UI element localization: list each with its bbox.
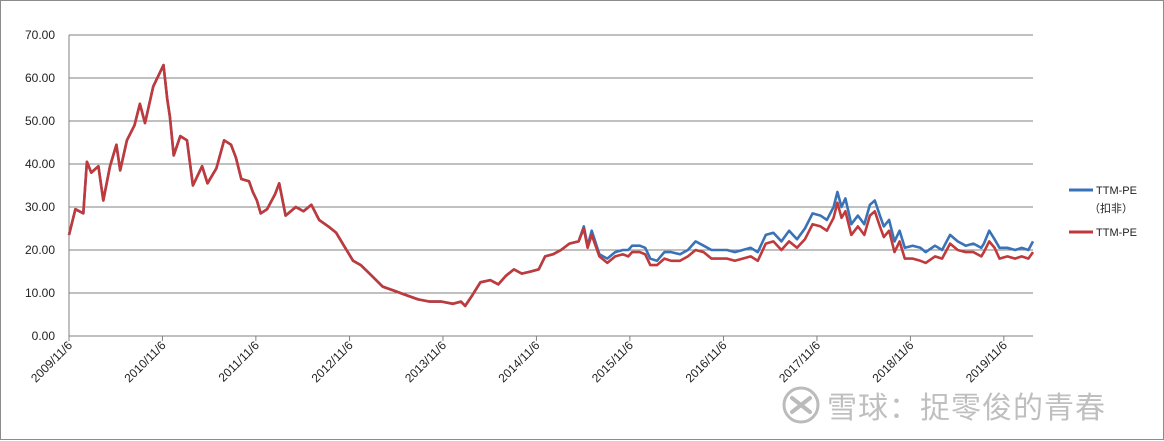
y-tick-label: 50.00	[25, 114, 55, 128]
legend-label-ttm-pe-koufei-line1: TTM-PE	[1096, 185, 1137, 197]
legend-label-ttm-pe: TTM-PE	[1096, 227, 1137, 239]
watermark: 雪球：捉零俊的青春	[781, 383, 1106, 427]
y-tick-label: 60.00	[25, 71, 55, 85]
x-tick-label: 2017/11/6	[776, 338, 823, 385]
gridlines	[68, 34, 1033, 337]
x-tick-label: 2009/11/6	[28, 338, 75, 385]
x-tick-label: 2010/11/6	[122, 338, 169, 385]
y-tick-label: 10.00	[25, 286, 55, 300]
x-tick-label: 2015/11/6	[589, 338, 636, 385]
y-axis-ticks: 0.00 10.00 20.00 30.00 40.00 50.00 60.00 70.00	[25, 28, 55, 343]
y-tick-label: 40.00	[25, 157, 55, 171]
y-tick-label: 20.00	[25, 243, 55, 257]
y-tick-label: 70.00	[25, 28, 55, 42]
snowball-logo-icon	[782, 386, 820, 424]
x-tick-label: 2014/11/6	[496, 338, 543, 385]
watermark-text: 雪球：捉零俊的青春	[827, 391, 1106, 426]
legend: TTM-PE （扣非） TTM-PE	[1069, 185, 1137, 239]
y-tick-label: 30.00	[25, 200, 55, 214]
x-axis-ticks: 2009/11/6 2010/11/6 2011/11/6 2012/11/6 2013…	[28, 336, 1010, 385]
x-tick-label: 2019/11/6	[963, 338, 1010, 385]
series-line-ttm-pe-koufei	[67, 63, 1035, 308]
x-tick-label: 2013/11/6	[402, 338, 449, 385]
legend-label-ttm-pe-koufei-line2: （扣非）	[1089, 201, 1133, 215]
x-tick-label: 2012/11/6	[309, 338, 356, 385]
series-lines	[67, 63, 1035, 308]
y-tick-label: 0.00	[32, 329, 56, 343]
series-line-ttm-pe	[67, 63, 1035, 308]
x-tick-label: 2018/11/6	[869, 338, 916, 385]
x-tick-label: 2011/11/6	[216, 338, 263, 385]
x-tick-label: 2016/11/6	[683, 338, 730, 385]
